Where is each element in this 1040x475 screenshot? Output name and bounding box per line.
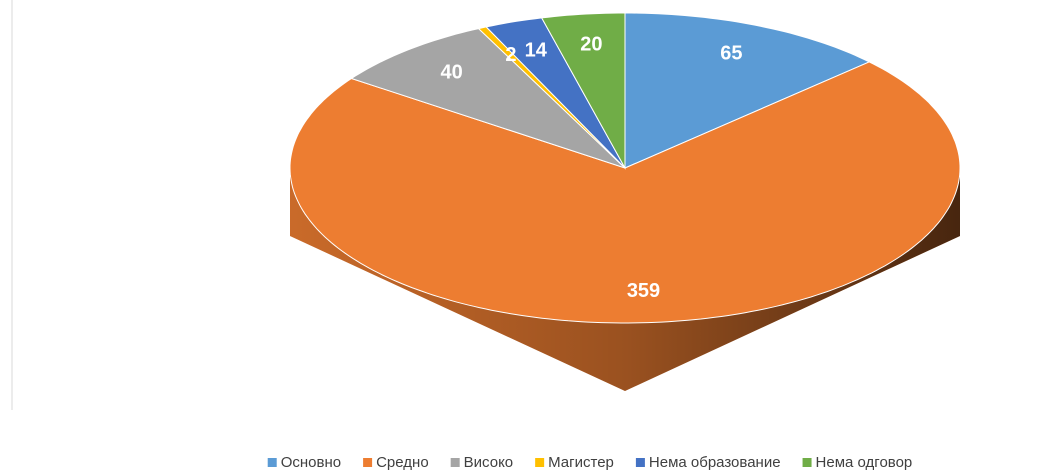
data-label: 65 <box>720 42 742 64</box>
pie-slice <box>624 12 871 169</box>
legend-label: Магистер <box>548 454 614 471</box>
pie-slice <box>289 61 961 324</box>
legend-swatch <box>635 458 645 467</box>
legend-label: Високо <box>464 454 513 471</box>
data-label: 359 <box>627 280 660 302</box>
legend-swatch <box>267 458 277 467</box>
legend-swatch <box>363 458 373 467</box>
pie-slice <box>540 12 626 170</box>
pie-slice <box>350 28 626 169</box>
legend-label: Средно <box>376 454 429 471</box>
legend-label: Основно <box>281 454 341 471</box>
data-label: 40 <box>440 62 462 84</box>
legend-swatch <box>535 458 545 467</box>
legend-swatch <box>450 458 460 467</box>
data-label: 20 <box>580 33 602 55</box>
pie-slice <box>485 17 626 169</box>
legend-label: Нема одговор <box>816 454 913 471</box>
legend-label: Нема образование <box>649 454 781 471</box>
legend-swatch <box>802 458 812 467</box>
data-label: 14 <box>525 39 548 61</box>
pie-side-shade <box>290 168 960 391</box>
data-label: 2 <box>505 44 516 66</box>
